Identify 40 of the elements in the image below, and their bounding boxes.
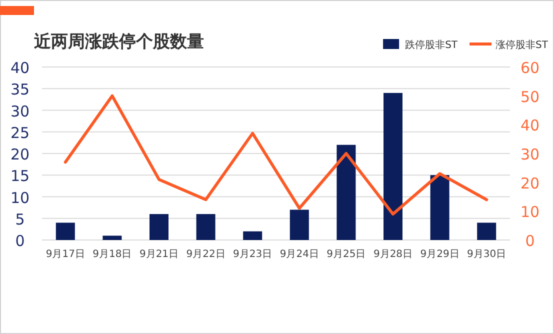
- y2-tick-label: 60: [520, 59, 540, 77]
- bar: [150, 214, 168, 240]
- bar: [243, 231, 262, 240]
- y2-tick-label: 0: [525, 232, 535, 250]
- y-tick-label: 40: [10, 59, 30, 77]
- y-tick-label: 25: [10, 124, 30, 142]
- y-tick-label: 30: [10, 102, 30, 120]
- bar: [430, 175, 450, 240]
- bar: [56, 222, 75, 240]
- x-tick-label: 9月28日: [373, 249, 413, 260]
- bar: [384, 92, 402, 240]
- x-tick-label: 9月25日: [326, 249, 366, 260]
- y2-tick-label: 40: [520, 116, 540, 135]
- bar: [336, 144, 356, 240]
- y2-tick-label: 30: [520, 146, 540, 164]
- x-tick-label: 9月18日: [92, 249, 132, 260]
- x-tick-label: 9月23日: [233, 249, 272, 260]
- x-tick-label: 9月21日: [139, 249, 179, 260]
- x-tick-label: 9月30日: [467, 249, 506, 260]
- legend-label: 跌停股非ST: [405, 39, 458, 51]
- x-tick-label: 9月24日: [280, 249, 319, 260]
- y-tick-label: 35: [10, 80, 30, 99]
- bar: [196, 214, 216, 240]
- y-tick-label: 20: [10, 146, 30, 164]
- x-tick-label: 9月29日: [420, 249, 460, 260]
- y-tick-label: 15: [10, 167, 30, 186]
- y2-tick-label: 20: [520, 174, 540, 192]
- bar: [102, 236, 122, 240]
- bar: [290, 210, 309, 240]
- legend-label: 涨停股非ST: [496, 39, 549, 51]
- chart-title: 近两周涨跌停个股数量: [33, 32, 204, 52]
- line-series: [64, 94, 488, 216]
- y2-tick-label: 10: [520, 203, 540, 222]
- y-tick-label: 10: [10, 188, 30, 207]
- y-tick-label: 0: [15, 232, 25, 250]
- x-tick-label: 9月17日: [46, 249, 85, 260]
- bar: [477, 222, 496, 240]
- x-tick-label: 9月22日: [186, 249, 226, 260]
- y-tick-label: 5: [15, 210, 25, 228]
- y2-tick-label: 50: [520, 88, 540, 106]
